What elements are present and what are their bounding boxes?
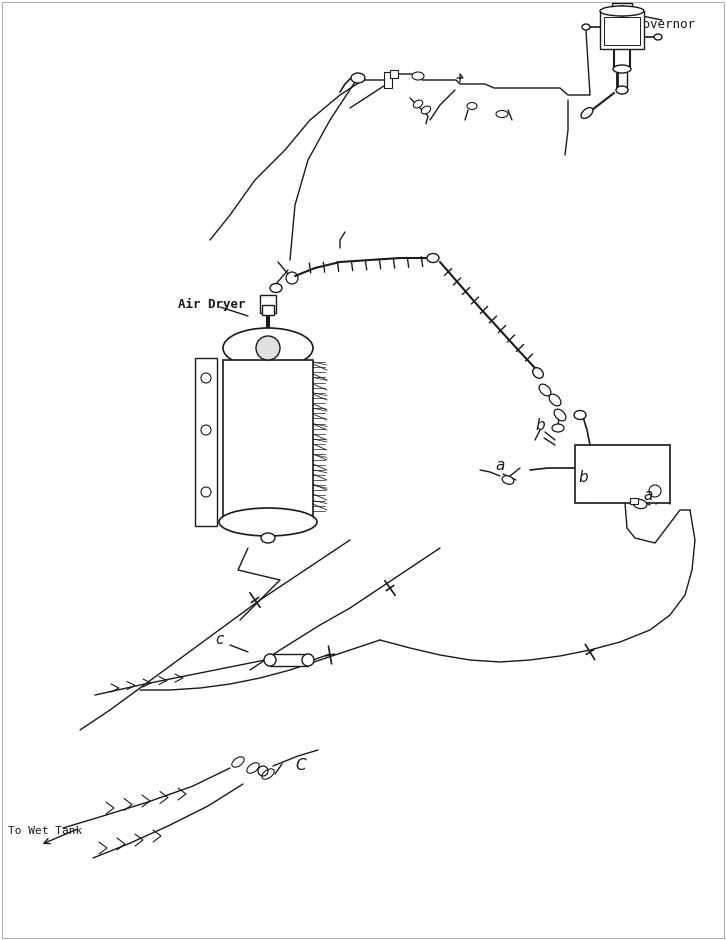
Ellipse shape	[351, 73, 365, 83]
Circle shape	[256, 336, 280, 360]
Ellipse shape	[264, 654, 276, 666]
Ellipse shape	[421, 106, 431, 114]
Ellipse shape	[539, 384, 551, 396]
Text: Air Governor: Air Governor	[605, 18, 695, 31]
Ellipse shape	[232, 757, 244, 767]
Text: b: b	[535, 418, 544, 433]
Ellipse shape	[427, 254, 439, 262]
Ellipse shape	[223, 328, 313, 368]
Ellipse shape	[496, 111, 508, 118]
Text: c: c	[215, 632, 224, 647]
Text: To Wet Tank: To Wet Tank	[8, 826, 82, 836]
Ellipse shape	[581, 107, 593, 118]
Bar	[270, 654, 308, 666]
Text: a: a	[495, 458, 505, 473]
Ellipse shape	[262, 769, 274, 779]
Text: C: C	[295, 758, 306, 773]
Ellipse shape	[654, 34, 662, 40]
Ellipse shape	[270, 284, 282, 292]
Ellipse shape	[582, 24, 590, 30]
Text: b: b	[578, 470, 587, 485]
Text: Air Dryer: Air Dryer	[178, 298, 245, 311]
Bar	[262, 305, 274, 315]
Bar	[604, 17, 640, 45]
Bar	[384, 72, 392, 88]
Ellipse shape	[600, 6, 644, 16]
Ellipse shape	[219, 508, 317, 536]
Ellipse shape	[552, 424, 564, 432]
Ellipse shape	[533, 368, 543, 378]
Text: a: a	[643, 488, 653, 503]
Bar	[630, 498, 638, 504]
Ellipse shape	[554, 409, 566, 421]
Bar	[575, 445, 670, 503]
Ellipse shape	[616, 86, 628, 94]
Bar	[195, 358, 217, 526]
Bar	[223, 360, 313, 520]
Ellipse shape	[412, 72, 424, 80]
Ellipse shape	[302, 654, 314, 666]
Ellipse shape	[261, 533, 275, 543]
Bar	[612, 3, 632, 11]
Ellipse shape	[413, 100, 423, 108]
Ellipse shape	[633, 499, 647, 509]
Ellipse shape	[613, 65, 631, 73]
Ellipse shape	[467, 102, 477, 109]
Ellipse shape	[574, 411, 586, 419]
Bar	[260, 295, 276, 313]
Bar	[600, 11, 644, 49]
Ellipse shape	[549, 394, 561, 406]
Ellipse shape	[502, 476, 514, 484]
Ellipse shape	[247, 763, 259, 774]
Bar	[390, 70, 398, 78]
